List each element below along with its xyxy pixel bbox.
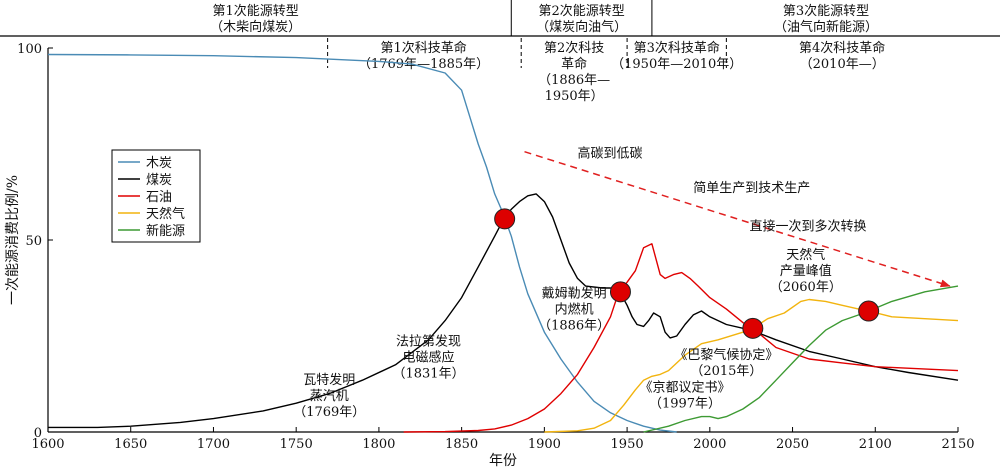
transition-marker <box>742 317 764 339</box>
legend-label: 天然气 <box>146 206 185 222</box>
x-tick-label: 2150 <box>941 437 974 452</box>
x-tick-label: 1600 <box>31 437 64 452</box>
transition-title: 第1次能源转型 <box>212 3 298 19</box>
annotation-text: 《巴黎气候协定》 <box>674 347 778 363</box>
annotation-text: 瓦特发明 <box>303 372 355 388</box>
revolution-label: 第1次科技革命 <box>380 40 466 56</box>
transition-marker <box>858 300 880 322</box>
transition-desc: （油气向新能源） <box>774 19 878 35</box>
annotation-text: 电磁感应 <box>403 350 455 366</box>
series-line-0 <box>47 53 677 433</box>
revolution-label: 第2次科技 <box>544 40 604 56</box>
transition-marker <box>609 281 631 303</box>
x-tick-label: 1750 <box>280 437 313 452</box>
x-tick-label: 1900 <box>528 437 561 452</box>
annotation-text: 法拉第发现 <box>396 334 461 350</box>
x-axis-label: 年份 <box>489 453 517 469</box>
markers-layer <box>494 208 880 339</box>
revolution-label: 第3次科技革命 <box>634 40 720 56</box>
annotation-text: 蒸汽机 <box>310 389 349 404</box>
x-tick-label: 2100 <box>859 437 892 452</box>
series-layer <box>47 53 959 433</box>
revolution-label: （1769年—1885年） <box>358 57 489 72</box>
revolution-label: 第4次科技革命 <box>799 40 885 56</box>
transition-marker <box>494 208 516 230</box>
y-tick-label: 50 <box>25 234 42 249</box>
annotation-text: 《京都议定书》 <box>639 381 730 396</box>
transition-desc: （煤炭向油气） <box>536 19 627 35</box>
axes-layer: 1600 1650 1700 1750 1800 1850 1900 1950 2000 2050… <box>5 42 975 469</box>
annotation-text: （1997年） <box>649 397 721 412</box>
transition-desc: （木柴向煤炭） <box>210 19 301 35</box>
annotation-text: 产量峰值 <box>780 263 832 279</box>
x-tick-label: 1950 <box>611 437 644 452</box>
x-tick-label: 2050 <box>776 437 809 452</box>
revolution-label: （1950年—2010年） <box>611 57 742 72</box>
revolution-label: 革命 <box>561 56 587 72</box>
x-tick-label: 1650 <box>114 437 147 452</box>
header-layer: 第1次能源转型（木柴向煤炭） 第2次能源转型（煤炭向油气） 第3次能源转型（油气向新… <box>0 0 1000 104</box>
x-tick-label: 1850 <box>445 437 478 452</box>
annotation-text: 简单生产到技术生产 <box>693 180 810 196</box>
x-tick-label: 2000 <box>693 437 726 452</box>
transition-title: 第2次能源转型 <box>538 3 624 19</box>
legend-label: 木炭 <box>146 156 172 171</box>
annotation-text: 戴姆勒发明 <box>542 286 607 302</box>
annotation-text: 内燃机 <box>555 302 594 318</box>
legend-label: 煤炭 <box>146 173 172 188</box>
x-tick-label: 1700 <box>197 437 230 452</box>
revolution-label: 1950年） <box>545 89 604 104</box>
legend-label: 石油 <box>146 190 172 205</box>
trend-arrow <box>524 150 951 288</box>
revolution-label: （2010年—） <box>800 57 885 72</box>
annotation-text: （2015年） <box>690 364 762 379</box>
series-line-3 <box>544 298 959 433</box>
annotation-text: 直接一次到多次转换 <box>750 218 867 234</box>
y-tick-label: 100 <box>17 42 42 57</box>
y-axis-label: 一次能源消费比例/% <box>5 175 21 305</box>
annotation-text: （1831年） <box>392 367 464 382</box>
legend-label: 新能源 <box>146 223 185 239</box>
series-line-1 <box>48 193 959 429</box>
annotation-text: （1886年） <box>538 319 610 334</box>
revolution-label: （1886年— <box>538 73 610 88</box>
annotation-text: （1769年） <box>293 405 365 420</box>
annotation-text: （2060年） <box>770 280 842 295</box>
x-tick-label: 1800 <box>362 437 395 452</box>
annotation-text: 高碳到低碳 <box>577 145 642 161</box>
transition-title: 第3次能源转型 <box>783 3 869 19</box>
annotation-text: 天然气 <box>786 247 825 263</box>
y-tick-label: 0 <box>34 426 42 441</box>
